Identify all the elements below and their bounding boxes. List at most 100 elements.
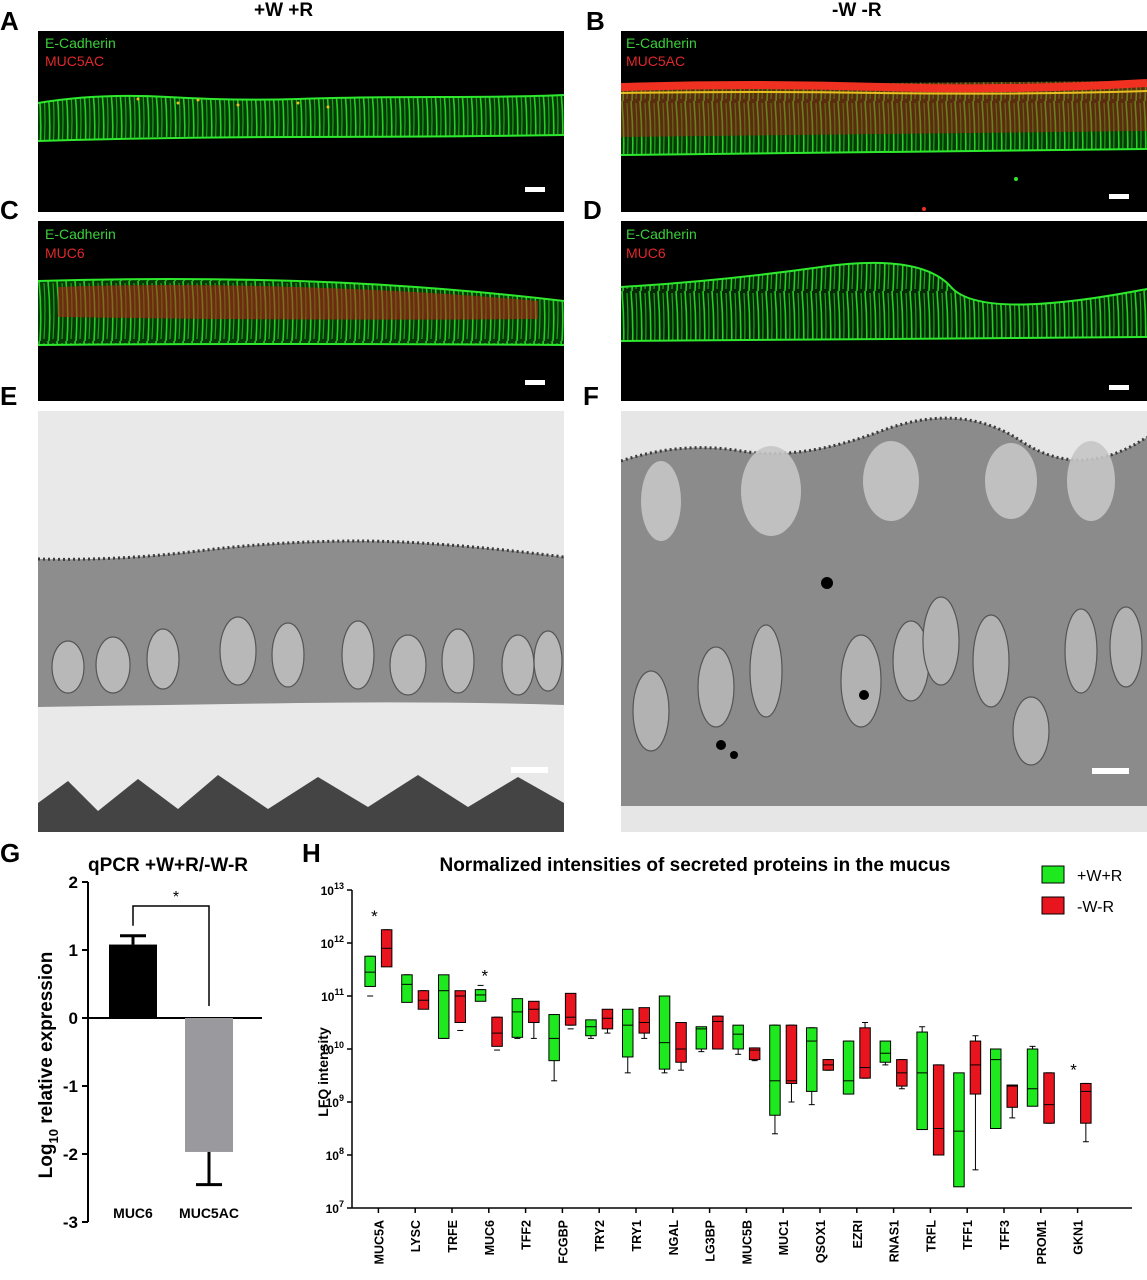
qpcr-category-label: MUC5AC	[179, 1205, 239, 1221]
lfq-box-try1-nowr	[638, 1007, 650, 1034]
lfq-box-tff2-wr	[511, 998, 524, 1038]
lfq-box-tff1-nowr	[969, 1040, 982, 1095]
lfq-box-ngal-wr	[658, 995, 671, 1070]
panel-d-epithelium-image	[621, 262, 1147, 342]
panel-a-epithelium-image	[38, 94, 564, 142]
qpcr-y-label-subscript: 10	[46, 1129, 61, 1143]
panel-d-scale-bar	[1109, 385, 1129, 390]
lfq-box-trfl-wr	[916, 1031, 928, 1131]
lfq-category-label: MUC1	[777, 1220, 791, 1255]
panel-label-f: F	[583, 381, 599, 411]
lfq-y-tick-exponent: 7	[339, 1199, 344, 1209]
panel-a-fluorescence-image: E-Cadherin MUC5AC	[38, 31, 564, 212]
lfq-category-label: FCGBP	[556, 1220, 570, 1264]
lfq-legend-swatch	[1041, 896, 1065, 915]
lfq-box-tff1-wr	[953, 1072, 965, 1188]
lfq-box-fcgbp-wr	[548, 1014, 560, 1062]
qpcr-bar-muc5ac	[185, 1018, 233, 1152]
panel-c-green-channel-label: E-Cadherin	[45, 226, 116, 242]
lfq-boxes	[364, 929, 1092, 1188]
qpcr-y-tick-label: -2	[63, 1145, 78, 1164]
lfq-y-tick-label: 1010	[321, 1040, 344, 1057]
lfq-box-plot: Normalized intensities of secreted prote…	[315, 855, 1132, 1265]
lfq-box-trfl-nowr	[932, 1064, 945, 1156]
panel-d-green-channel-label: E-Cadherin	[626, 226, 697, 242]
lfq-box-try2-nowr	[601, 1008, 614, 1030]
lfq-significance-star: *	[1070, 1060, 1077, 1079]
panel-label-h: H	[302, 838, 321, 868]
lfq-category-label: NGAL	[667, 1220, 681, 1256]
lfq-category-label: TRFL	[924, 1220, 938, 1252]
lfq-legend-swatch	[1041, 865, 1065, 884]
lfq-category-label: LYSC	[409, 1220, 423, 1252]
lfq-legend: +W+R -W-R	[1041, 865, 1122, 916]
panel-c-fluorescence-image: E-Cadherin MUC6	[38, 221, 564, 401]
qpcr-y-tick-label: 0	[69, 1009, 78, 1028]
lfq-box-prom1-nowr	[1043, 1072, 1055, 1124]
panel-e-scale-bar	[511, 767, 548, 773]
panel-label-b: B	[586, 6, 605, 36]
lfq-y-tick-label: 108	[326, 1146, 344, 1163]
lfq-y-tick-exponent: 12	[334, 934, 344, 944]
lfq-box-tff3-wr	[990, 1048, 1002, 1129]
lfq-box-prom1-wr	[1026, 1048, 1039, 1107]
lfq-box-muc1-wr	[769, 1024, 781, 1116]
qpcr-y-tick-label: -3	[63, 1213, 78, 1232]
lfq-box-lg3bp-wr	[695, 1026, 708, 1050]
lfq-box-tff2-nowr	[528, 1000, 540, 1024]
panel-a-red-channel-label: MUC5AC	[45, 53, 105, 69]
lfq-box-muc6-nowr	[491, 1016, 503, 1047]
lfq-box-lysc-wr	[401, 974, 413, 1003]
panel-b-fluorescence-image: E-Cadherin MUC5AC	[621, 31, 1147, 212]
qpcr-y-tick-label: -1	[63, 1077, 78, 1096]
qpcr-significance-bracket: *	[132, 889, 210, 1006]
condition-header-right: -W -R	[832, 0, 882, 21]
lfq-y-tick-base: 10	[326, 1149, 340, 1163]
lfq-category-label: LG3BP	[704, 1220, 718, 1262]
lfq-y-tick-exponent: 9	[339, 1093, 344, 1103]
lfq-category-label: PROM1	[1035, 1220, 1049, 1265]
lfq-y-tick-base: 10	[326, 1096, 340, 1110]
qpcr-chart-title: qPCR +W+R/-W-R	[88, 855, 248, 876]
lfq-y-tick-base: 10	[326, 1202, 340, 1216]
lfq-box-muc6-wr	[474, 989, 487, 1002]
qpcr-bar-muc6	[109, 944, 157, 1018]
lfq-y-tick-label: 1012	[321, 934, 344, 951]
lfq-box-ezri-wr	[842, 1040, 855, 1095]
panel-c-epithelium-image	[38, 278, 564, 346]
lfq-y-axis-label: LFQ intensity	[315, 1027, 331, 1117]
panel-e-electron-micrograph	[38, 411, 564, 832]
lfq-y-tick-base: 10	[321, 1043, 335, 1057]
lfq-box-trfe-nowr	[454, 990, 466, 1023]
panel-b-epithelium-image	[621, 79, 1147, 211]
lfq-box-ezri-nowr	[859, 1027, 871, 1079]
lfq-significance-star: *	[481, 967, 488, 986]
panel-f-scale-bar	[1092, 768, 1129, 774]
lfq-y-tick-base: 10	[321, 990, 335, 1004]
lfq-category-label: TRY1	[630, 1220, 644, 1252]
panel-label-a: A	[0, 6, 19, 36]
lfq-category-label: MUC5B	[740, 1220, 754, 1264]
panel-c-red-channel-label: MUC6	[45, 245, 85, 261]
panel-d-fluorescence-image: E-Cadherin MUC6	[621, 221, 1147, 401]
panel-e-tissue-image	[38, 539, 564, 832]
lfq-y-tick-exponent: 11	[334, 987, 344, 997]
qpcr-y-label-rest: relative expression	[36, 952, 57, 1129]
qpcr-significance-star: *	[173, 889, 179, 906]
panel-label-d: D	[583, 195, 602, 225]
panel-d-red-channel-label: MUC6	[626, 245, 666, 261]
panel-label-e: E	[0, 381, 18, 411]
panel-label-g: G	[0, 838, 21, 868]
lfq-category-label: TRY2	[593, 1220, 607, 1252]
lfq-legend-label: -W-R	[1077, 899, 1114, 916]
panel-c-scale-bar	[525, 380, 545, 385]
lfq-significance-star: *	[371, 907, 378, 926]
lfq-significance-marks: * * *	[371, 907, 1077, 1080]
lfq-category-label: TRFE	[446, 1220, 460, 1253]
lfq-category-label: TFF2	[520, 1220, 534, 1250]
lfq-box-gkn1-nowr	[1080, 1082, 1092, 1124]
lfq-box-ngal-nowr	[675, 1022, 687, 1063]
lfq-y-tick-base: 10	[321, 937, 335, 951]
panel-b-red-channel-label: MUC5AC	[626, 53, 686, 69]
lfq-box-try1-wr	[622, 1008, 634, 1058]
